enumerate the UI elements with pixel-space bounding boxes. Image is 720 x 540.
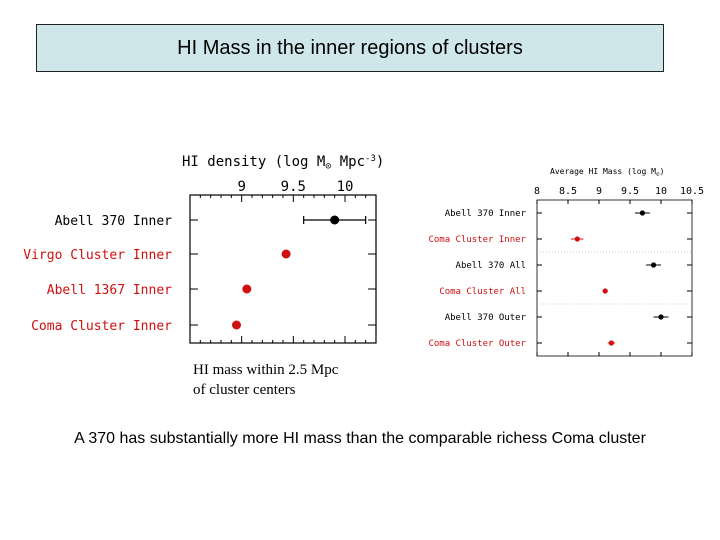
x-tick-label: 9 [237, 179, 245, 195]
data-point [650, 262, 657, 268]
x-tick-label: 10 [655, 186, 667, 197]
category-label: Abell 370 Outer [445, 313, 527, 323]
data-point [281, 249, 291, 259]
caption-line-2: of cluster centers [193, 382, 296, 398]
data-point [574, 236, 580, 242]
x-tick-label: 8.5 [559, 186, 577, 197]
average-hi-mass-chart: Average HI Mass (log M⊙) 8 8.5 9 9.5 10 10.5 Ab… [428, 167, 704, 357]
plot-frame [189, 194, 377, 344]
x-tick-label: 9 [596, 186, 602, 197]
category-label: Abell 370 Inner [445, 209, 527, 219]
x-tick-label: 10 [337, 179, 354, 195]
x-axis-label: Average HI Mass (log M⊙) [550, 167, 664, 178]
chart-caption: HI mass within 2.5 Mpc of cluster center… [193, 360, 338, 400]
data-point [608, 340, 614, 346]
x-tick-label: 10.5 [680, 186, 704, 197]
plot-frame [536, 199, 693, 357]
data-point [639, 210, 645, 216]
category-label: Coma Cluster Outer [428, 339, 526, 349]
conclusion-text: A 370 has substantially more HI mass tha… [74, 430, 646, 447]
category-label: Abell 370 Inner [55, 214, 173, 229]
caption-line-1: HI mass within 2.5 Mpc [193, 362, 339, 378]
slide-title: HI Mass in the inner regions of clusters [177, 36, 523, 59]
category-label: Coma Cluster Inner [31, 319, 172, 334]
x-axis-label: HI density (log M⊙ Mpc-3) [182, 154, 384, 172]
data-point [242, 284, 252, 294]
category-label: Virgo Cluster Inner [23, 248, 172, 263]
slide-title-box: HI Mass in the inner regions of clusters [36, 24, 664, 72]
category-label: Abell 370 All [456, 261, 526, 271]
x-tick-label: 8 [534, 186, 540, 197]
category-label: Abell 1367 Inner [47, 283, 172, 298]
data-point [602, 288, 608, 294]
data-point [658, 314, 664, 320]
x-tick-label: 9.5 [281, 179, 306, 195]
category-label: Coma Cluster Inner [428, 235, 526, 245]
category-label: Coma Cluster All [439, 287, 526, 297]
hi-density-chart: HI density (log M⊙ Mpc-3) 9 9.5 10 Abell 370… [23, 154, 384, 344]
x-tick-label: 9.5 [621, 186, 639, 197]
data-point [330, 215, 340, 225]
data-point [232, 320, 241, 330]
